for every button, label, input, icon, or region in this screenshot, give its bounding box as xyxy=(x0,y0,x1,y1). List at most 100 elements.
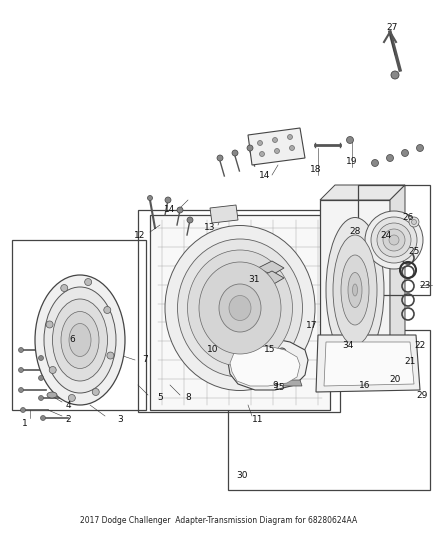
Ellipse shape xyxy=(333,235,377,345)
Ellipse shape xyxy=(68,394,75,401)
Ellipse shape xyxy=(18,367,24,373)
Ellipse shape xyxy=(417,144,424,151)
Text: 7: 7 xyxy=(142,356,148,365)
Text: 26: 26 xyxy=(403,214,413,222)
Polygon shape xyxy=(258,261,284,275)
Text: 14: 14 xyxy=(259,171,271,180)
Ellipse shape xyxy=(18,387,24,392)
Text: 5: 5 xyxy=(157,393,163,402)
Ellipse shape xyxy=(44,287,116,393)
Ellipse shape xyxy=(35,275,125,405)
Ellipse shape xyxy=(40,416,46,421)
Text: 21: 21 xyxy=(404,358,416,367)
Polygon shape xyxy=(228,338,308,390)
Polygon shape xyxy=(230,346,300,386)
Text: 13: 13 xyxy=(204,223,216,232)
Bar xyxy=(228,330,430,490)
Text: 30: 30 xyxy=(236,471,248,480)
Bar xyxy=(12,240,146,410)
Bar xyxy=(358,185,430,295)
Ellipse shape xyxy=(46,321,53,328)
Ellipse shape xyxy=(353,284,357,296)
Text: 25: 25 xyxy=(408,247,420,256)
Ellipse shape xyxy=(85,279,92,286)
Ellipse shape xyxy=(383,229,405,251)
Text: 14: 14 xyxy=(164,206,176,214)
Text: 22: 22 xyxy=(414,341,426,350)
Ellipse shape xyxy=(371,217,417,263)
Text: 12: 12 xyxy=(134,230,146,239)
Ellipse shape xyxy=(39,395,43,400)
Ellipse shape xyxy=(290,146,294,150)
Ellipse shape xyxy=(53,299,107,381)
Ellipse shape xyxy=(409,217,419,227)
Ellipse shape xyxy=(104,306,111,313)
Ellipse shape xyxy=(259,151,265,157)
Ellipse shape xyxy=(61,311,99,368)
Ellipse shape xyxy=(377,223,411,257)
Ellipse shape xyxy=(69,324,91,357)
Ellipse shape xyxy=(217,155,223,161)
Ellipse shape xyxy=(148,196,152,200)
Polygon shape xyxy=(324,342,414,386)
Ellipse shape xyxy=(402,149,409,157)
Polygon shape xyxy=(283,380,302,386)
Ellipse shape xyxy=(258,141,262,146)
Ellipse shape xyxy=(346,136,353,143)
Polygon shape xyxy=(248,128,305,165)
Text: 1: 1 xyxy=(22,418,28,427)
Polygon shape xyxy=(320,200,390,380)
Text: 8: 8 xyxy=(185,393,191,402)
Ellipse shape xyxy=(47,392,57,398)
Polygon shape xyxy=(210,205,238,223)
Ellipse shape xyxy=(341,255,369,325)
Ellipse shape xyxy=(391,71,399,79)
Text: 24: 24 xyxy=(380,230,392,239)
Text: 23: 23 xyxy=(419,280,431,289)
Ellipse shape xyxy=(165,197,171,203)
Ellipse shape xyxy=(61,285,68,292)
Text: 2: 2 xyxy=(65,416,71,424)
Text: 34: 34 xyxy=(343,341,354,350)
Ellipse shape xyxy=(275,149,279,154)
Ellipse shape xyxy=(177,207,183,213)
Text: 3: 3 xyxy=(117,416,123,424)
Ellipse shape xyxy=(187,217,193,223)
Text: 6: 6 xyxy=(69,335,75,344)
Text: 31: 31 xyxy=(248,276,260,285)
Text: 27: 27 xyxy=(386,23,398,33)
Ellipse shape xyxy=(165,225,315,391)
Text: 28: 28 xyxy=(350,228,360,237)
Text: 9: 9 xyxy=(272,381,278,390)
Text: 2017 Dodge Challenger  Adapter-Transmission Diagram for 68280624AA: 2017 Dodge Challenger Adapter-Transmissi… xyxy=(81,516,357,525)
Ellipse shape xyxy=(272,138,278,142)
Polygon shape xyxy=(316,335,420,392)
Text: 16: 16 xyxy=(359,381,371,390)
Text: 15: 15 xyxy=(264,345,276,354)
Ellipse shape xyxy=(39,356,43,360)
Bar xyxy=(138,210,340,412)
Ellipse shape xyxy=(21,408,25,413)
Polygon shape xyxy=(150,215,330,410)
Text: 10: 10 xyxy=(207,345,219,354)
Ellipse shape xyxy=(229,295,251,320)
Text: 17: 17 xyxy=(306,320,318,329)
Text: 4: 4 xyxy=(65,400,71,409)
Text: 18: 18 xyxy=(310,166,322,174)
Ellipse shape xyxy=(18,348,24,352)
Text: 19: 19 xyxy=(346,157,358,166)
Ellipse shape xyxy=(199,262,281,354)
Ellipse shape xyxy=(371,159,378,166)
Polygon shape xyxy=(320,185,405,200)
Ellipse shape xyxy=(247,145,253,151)
Ellipse shape xyxy=(287,134,293,140)
Ellipse shape xyxy=(107,352,114,359)
Polygon shape xyxy=(258,271,284,285)
Text: 15: 15 xyxy=(274,384,286,392)
Text: 20: 20 xyxy=(389,376,401,384)
Ellipse shape xyxy=(326,217,384,362)
Text: 29: 29 xyxy=(416,391,427,400)
Ellipse shape xyxy=(177,239,303,377)
Ellipse shape xyxy=(386,155,393,161)
Ellipse shape xyxy=(411,220,417,224)
